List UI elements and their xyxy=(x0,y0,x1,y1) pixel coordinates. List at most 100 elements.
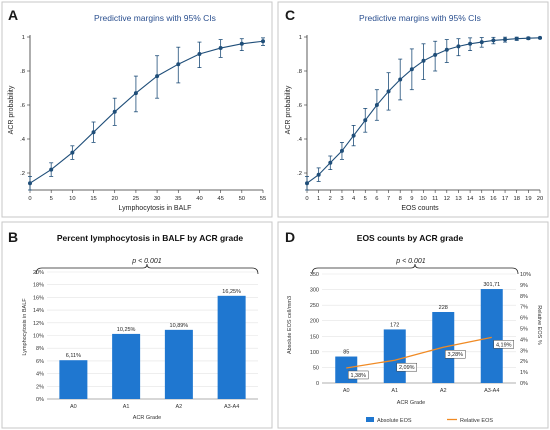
panel-b-category-label: A2 xyxy=(176,404,183,410)
panel-b-p-value-bracket xyxy=(35,263,259,275)
panel-c-x-tick-label: 12 xyxy=(444,196,450,202)
panel-a-x-tick-label: 25 xyxy=(133,196,139,202)
panel-d-y2-tick-label: 4% xyxy=(520,337,528,343)
panel-c-x-axis-label: EOS counts xyxy=(401,205,439,212)
panel-d-category-label: A3-A4 xyxy=(484,388,499,394)
panel-d-bar xyxy=(383,329,406,383)
panel-b-bar-lymphocytosis: B Percent lymphocytosis in BALF by ACR g… xyxy=(1,221,273,429)
panel-b-x-axis-label: ACR Grade xyxy=(133,415,161,421)
panel-d-y2-axis-label: Relative EOS % xyxy=(536,305,542,345)
panel-b-y-tick-label: 0% xyxy=(36,397,44,403)
panel-d-p-value: p < 0.001 xyxy=(395,258,425,265)
panel-c-y-tick-label: .6 xyxy=(297,103,302,109)
panel-b-y-axis-label: Lymphocytosis in BALF xyxy=(22,298,28,356)
panel-c-x-tick-label: 5 xyxy=(364,196,367,202)
panel-a-x-tick-label: 20 xyxy=(112,196,118,202)
panel-c-x-tick-label: 10 xyxy=(420,196,426,202)
panel-d-line-label-box xyxy=(348,370,369,380)
panel-a-point xyxy=(176,62,181,67)
panel-b-bar xyxy=(112,333,141,399)
panel-d-legend-label-relative: Relative EOS xyxy=(460,418,493,424)
panel-b-y-tick-label: 10% xyxy=(33,334,44,340)
panel-c-x-tick-label: 16 xyxy=(490,196,496,202)
panel-c-point xyxy=(444,47,449,52)
panel-b-y-tick-label: 20% xyxy=(33,270,44,276)
panel-c-x-tick-label: 20 xyxy=(537,196,543,202)
panel-d-line-data-label: 2,09% xyxy=(399,365,415,371)
panel-a-point xyxy=(49,167,54,172)
panel-a-y-tick-label: .4 xyxy=(20,137,26,143)
panel-d-y2-tick-label: 3% xyxy=(520,348,528,354)
panel-c-x-tick-label: 13 xyxy=(455,196,461,202)
panel-a-point xyxy=(239,41,244,46)
panel-d-category-label: A0 xyxy=(343,388,350,394)
panel-c-point xyxy=(514,36,519,41)
panel-a-title: Predictive margins with 95% CIs xyxy=(94,13,216,23)
panel-d-bar-data-label: 172 xyxy=(390,322,399,328)
panel-a-x-tick-label: 0 xyxy=(28,196,31,202)
panel-c-x-tick-label: 19 xyxy=(525,196,531,202)
panel-c-y-tick-label: 1 xyxy=(299,35,302,41)
panel-c-x-tick-label: 1 xyxy=(317,196,320,202)
panel-d-y2-tick-label: 10% xyxy=(520,272,531,278)
panel-d-legend: Absolute EOS Relative EOS xyxy=(366,417,493,424)
panel-d-category-label: A1 xyxy=(391,388,398,394)
panel-d-line-label-box xyxy=(493,340,514,349)
panel-d-y2-tick-label: 9% xyxy=(520,283,528,289)
panel-c-point xyxy=(526,36,531,41)
panel-a-margin-line xyxy=(29,40,264,184)
panel-b-title: Percent lymphocytosis in BALF by ACR gra… xyxy=(57,233,244,243)
panel-b-category-label: A1 xyxy=(123,404,130,410)
panel-c-x-tick-label: 9 xyxy=(410,196,413,202)
panel-d-x-axis-label: ACR Grade xyxy=(397,400,425,406)
panel-a-x-tick-label: 45 xyxy=(217,196,223,202)
panel-d-y-tick-label: 200 xyxy=(310,319,319,325)
panel-c-point xyxy=(398,77,403,82)
panel-d-y2-tick-label: 0% xyxy=(520,381,528,387)
panel-d-y-tick-label: 250 xyxy=(310,303,319,309)
panel-c-x-tick-label: 14 xyxy=(467,196,474,202)
panel-c-point xyxy=(479,40,484,45)
panel-d-line-label-box xyxy=(445,349,466,359)
panel-a-x-tick-label: 50 xyxy=(239,196,245,202)
panel-c-point xyxy=(339,148,344,153)
panel-c-point xyxy=(538,35,542,40)
panel-d-line-data-label: 3,28% xyxy=(447,352,463,358)
panel-b-p-value: p < 0.001 xyxy=(131,258,161,265)
panel-d-letter: D xyxy=(285,229,295,245)
panel-d-line-data-label: 4,19% xyxy=(496,342,512,348)
panel-b-y-tick-label: 14% xyxy=(33,308,44,314)
panel-d-y-tick-label: 0 xyxy=(316,381,319,387)
panel-a-y-tick-label: .2 xyxy=(20,171,25,177)
panel-c-point xyxy=(433,52,438,57)
panel-a-x-axis-label: Lymphocytosis in BALF xyxy=(119,205,192,212)
panel-b-y-tick-label: 18% xyxy=(33,283,44,289)
panel-b-plot-area: 0% 2% 4% 6% 8% 10% 12% 14% 16% 18% 20% 6,11% A0 10,25… xyxy=(33,263,259,410)
panel-c-y-tick-label: .4 xyxy=(297,137,303,143)
panel-b-data-label: 16,25% xyxy=(222,289,241,295)
panel-d-bar-data-label: 85 xyxy=(343,350,349,356)
panel-c-y-tick-label: .2 xyxy=(297,171,302,177)
panel-a-x-tick-label: 40 xyxy=(196,196,202,202)
panel-d-y-tick-label: 150 xyxy=(310,334,319,340)
panel-b-data-label: 10,89% xyxy=(170,323,189,329)
panel-d-plot-area: 0 50 100 150 200 250 300 350 0% 1% 2% 3% 4% 5% 6% 7% 8% 9… xyxy=(310,263,531,394)
panel-a-margins-lymphocytosis: A Predictive margins with 95% CIs ACR pr… xyxy=(1,1,273,218)
panel-d-y2-tick-label: 5% xyxy=(520,327,528,333)
panel-a-point xyxy=(197,52,202,56)
panel-a-y-tick-label: 1 xyxy=(22,35,25,41)
panel-b-letter: B xyxy=(8,229,18,245)
panel-d-y-axis-label: Absolute EOS cell/mm3 xyxy=(287,296,293,354)
panel-d-y2-tick-label: 7% xyxy=(520,305,528,311)
panel-d-y2-tick-label: 2% xyxy=(520,359,528,365)
panel-a-point xyxy=(112,109,117,114)
panel-d-legend-label-absolute: Absolute EOS xyxy=(377,418,412,424)
panel-c-point xyxy=(409,67,414,72)
panel-a-point xyxy=(28,181,32,186)
panel-d-bar-data-label: 301,71 xyxy=(483,282,500,288)
panel-a-x-tick-label: 10 xyxy=(69,196,75,202)
panel-d-y-tick-label: 350 xyxy=(310,272,319,278)
panel-a-point xyxy=(218,46,223,51)
panel-b-bar xyxy=(164,329,193,399)
panel-a-plot-area: .2.4.6.810 5 10 15 20 25 30 35 40 45 50 55 xyxy=(20,35,266,202)
